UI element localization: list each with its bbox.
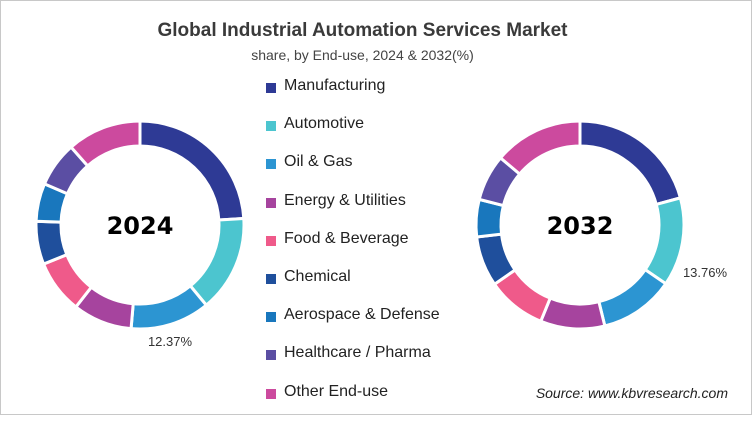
legend-item: Automotive (266, 115, 440, 153)
legend-swatch (266, 121, 276, 132)
donut-segment-2024-automotive (188, 216, 246, 308)
legend-label: Aerospace & Defense (284, 306, 440, 324)
legend-item: Manufacturing (266, 77, 440, 115)
legend-item: Other End-use (266, 383, 440, 421)
legend-item: Food & Beverage (266, 230, 440, 268)
donut-segment-2032-other-end-use (498, 119, 582, 177)
legend-item: Aerospace & Defense (266, 306, 440, 344)
legend-label: Energy & Utilities (284, 191, 406, 209)
legend-swatch (266, 83, 276, 93)
legend-item: Healthcare / Pharma (266, 344, 440, 382)
legend-label: Food & Beverage (284, 229, 409, 247)
legend-swatch (266, 312, 276, 323)
legend: Manufacturing Automotive Oil & Gas Energy &… (266, 77, 440, 421)
legend-item: Chemical (266, 268, 440, 306)
donut-segment-2024-oil-gas (129, 283, 209, 331)
donut-segment-2032-automotive (643, 196, 686, 286)
legend-swatch (266, 273, 276, 284)
legend-label: Oil & Gas (284, 153, 353, 171)
legend-swatch (266, 159, 276, 170)
source-note: Source: www.kbvresearch.com (535, 385, 728, 401)
donut-segment-2024-chemical (34, 219, 69, 267)
legend-label: Automotive (284, 115, 365, 133)
data-label: 13.76% (683, 265, 728, 280)
chart-subtitle: share, by End-use, 2024 & 2032(%) (251, 47, 474, 63)
chart-title: Global Industrial Automation Services Ma… (157, 20, 568, 41)
legend-swatch (266, 235, 276, 246)
legend-swatch (266, 388, 276, 399)
donut-segment-2032-oil-gas (597, 267, 668, 328)
legend-label: Other End-use (284, 382, 389, 400)
legend-label: Manufacturing (284, 77, 386, 94)
data-label: 12.37% (148, 334, 193, 349)
legend-label: Chemical (284, 267, 351, 285)
legend-swatch (266, 197, 276, 208)
legend-label: Healthcare / Pharma (284, 344, 431, 362)
donut-segment-2032-energy-utilities (538, 296, 607, 331)
donut-center-label: 2032 (547, 212, 614, 240)
donut-center-label: 2024 (107, 212, 174, 240)
legend-swatch (266, 350, 276, 361)
legend-item: Energy & Utilities (266, 192, 440, 230)
legend-item: Oil & Gas (266, 153, 440, 191)
donut-segment-2032-manufacturing (578, 119, 683, 207)
donut-segment-2024-manufacturing (138, 119, 246, 222)
donut-segment-2024-other-end-use (68, 119, 142, 168)
